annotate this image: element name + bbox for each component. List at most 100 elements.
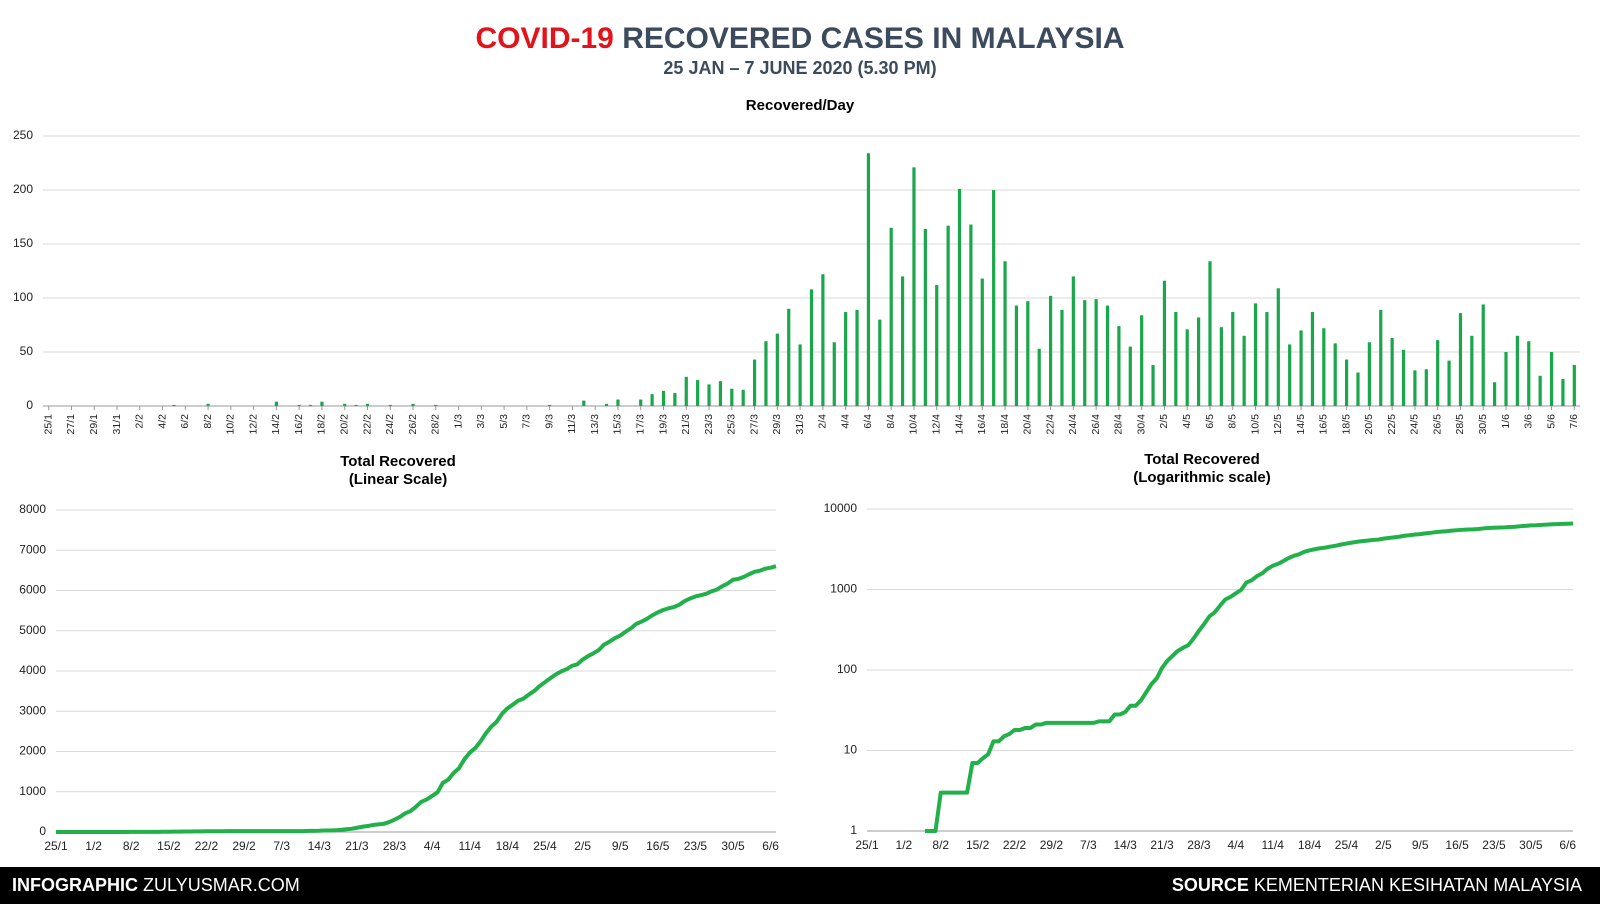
bar bbox=[1390, 337, 1394, 406]
x-tick-label: 21/3 bbox=[345, 839, 369, 853]
y-tick-label: 6000 bbox=[19, 583, 46, 597]
y-tick-label: 0 bbox=[26, 398, 33, 412]
y-tick-label: 100 bbox=[837, 662, 857, 676]
x-tick-label: 30/5 bbox=[1477, 414, 1489, 435]
x-tick-label: 18/5 bbox=[1340, 414, 1352, 435]
x-tick-label: 28/2 bbox=[430, 414, 442, 435]
y-tick-label: 250 bbox=[13, 128, 33, 142]
footer-right-label: SOURCE bbox=[1171, 875, 1249, 895]
x-tick-label: 9/5 bbox=[1412, 838, 1429, 852]
footer-left-label: INFOGRAPHIC bbox=[12, 875, 138, 895]
bar bbox=[684, 376, 688, 406]
x-tick-label: 2/2 bbox=[134, 414, 146, 429]
x-tick-label: 11/4 bbox=[1261, 838, 1284, 852]
y-tick-label: 2000 bbox=[19, 744, 46, 758]
bar bbox=[1413, 370, 1417, 406]
x-tick-label: 24/2 bbox=[384, 414, 396, 435]
x-tick-label: 22/2 bbox=[361, 414, 373, 435]
x-tick-label: 29/2 bbox=[232, 839, 256, 853]
bar bbox=[650, 394, 654, 406]
bar bbox=[274, 401, 278, 406]
bar bbox=[1174, 312, 1178, 406]
x-tick-label: 22/2 bbox=[195, 839, 219, 853]
x-tick-label: 9/5 bbox=[612, 839, 629, 853]
x-tick-label: 4/5 bbox=[1181, 414, 1193, 429]
y-tick-label: 8000 bbox=[19, 502, 46, 516]
bar bbox=[1447, 360, 1451, 406]
footer-right: SOURCE KEMENTERIAN KESIHATAN MALAYSIA bbox=[1172, 875, 1582, 896]
bar bbox=[718, 381, 723, 406]
y-tick-label: 3000 bbox=[19, 703, 46, 717]
bar bbox=[1242, 335, 1246, 406]
bar bbox=[844, 312, 848, 406]
x-tick-label: 29/1 bbox=[88, 414, 100, 435]
bar bbox=[821, 274, 825, 406]
bar bbox=[1470, 335, 1474, 406]
bar bbox=[1561, 379, 1565, 406]
bar bbox=[1515, 335, 1519, 406]
bar bbox=[1299, 330, 1303, 406]
bar bbox=[912, 167, 916, 406]
x-tick-label: 8/2 bbox=[123, 839, 140, 853]
bar bbox=[1572, 364, 1576, 406]
x-tick-label: 4/2 bbox=[156, 414, 168, 429]
x-tick-label: 2/5 bbox=[1158, 414, 1170, 429]
x-tick-label: 1/2 bbox=[896, 838, 913, 852]
bar bbox=[1322, 328, 1326, 406]
x-tick-label: 20/5 bbox=[1363, 414, 1375, 435]
y-tick-label: 200 bbox=[13, 182, 33, 196]
x-tick-label: 9/3 bbox=[543, 414, 555, 429]
bar bbox=[661, 390, 666, 406]
x-tick-label: 21/3 bbox=[680, 414, 692, 435]
chart-title: Recovered/Day bbox=[746, 97, 855, 114]
bar bbox=[297, 404, 301, 406]
bar bbox=[673, 393, 677, 406]
bar bbox=[639, 399, 643, 406]
x-tick-label: 14/5 bbox=[1295, 414, 1307, 435]
bar bbox=[969, 224, 973, 406]
bar bbox=[1196, 317, 1201, 406]
bar bbox=[1083, 300, 1087, 406]
x-tick-label: 22/5 bbox=[1386, 414, 1398, 435]
x-tick-label: 8/5 bbox=[1227, 414, 1239, 429]
x-tick-label: 7/3 bbox=[521, 414, 533, 429]
x-tick-label: 6/6 bbox=[762, 839, 779, 853]
x-tick-label: 25/3 bbox=[726, 414, 738, 435]
x-tick-label: 30/5 bbox=[721, 839, 745, 853]
x-tick-label: 20/4 bbox=[1022, 414, 1034, 435]
bar bbox=[935, 285, 939, 406]
x-tick-label: 18/4 bbox=[999, 414, 1011, 435]
x-tick-label: 17/3 bbox=[635, 414, 647, 435]
x-tick-label: 15/2 bbox=[157, 839, 181, 853]
bar bbox=[206, 403, 210, 406]
x-tick-label: 29/2 bbox=[1040, 838, 1064, 852]
x-tick-label: 16/5 bbox=[1318, 414, 1330, 435]
y-tick-label: 100 bbox=[13, 290, 33, 304]
bar bbox=[388, 404, 392, 406]
y-tick-label: 1000 bbox=[830, 582, 857, 596]
x-tick-label: 26/2 bbox=[407, 414, 419, 435]
bar bbox=[1060, 309, 1064, 406]
x-tick-label: 7/3 bbox=[1080, 838, 1097, 852]
footer: INFOGRAPHIC ZULYUSMAR.COM SOURCE KEMENTE… bbox=[0, 867, 1600, 904]
bar bbox=[548, 404, 552, 406]
bar bbox=[1037, 348, 1041, 406]
chart-subtitle: (Linear Scale) bbox=[349, 471, 447, 488]
x-tick-label: 4/4 bbox=[839, 414, 851, 429]
y-tick-label: 150 bbox=[13, 236, 33, 250]
x-tick-label: 27/3 bbox=[748, 414, 760, 435]
x-tick-label: 22/2 bbox=[1003, 838, 1027, 852]
x-tick-label: 11/4 bbox=[458, 839, 481, 853]
x-tick-label: 31/3 bbox=[794, 414, 806, 435]
bar bbox=[1367, 342, 1371, 406]
x-tick-label: 14/3 bbox=[1113, 838, 1137, 852]
x-tick-label: 19/3 bbox=[657, 414, 669, 435]
x-tick-label: 25/1 bbox=[42, 414, 54, 435]
bar bbox=[604, 403, 609, 406]
bar bbox=[866, 153, 871, 406]
x-tick-label: 12/4 bbox=[931, 414, 943, 435]
bar bbox=[855, 309, 859, 406]
bar bbox=[1424, 369, 1428, 406]
